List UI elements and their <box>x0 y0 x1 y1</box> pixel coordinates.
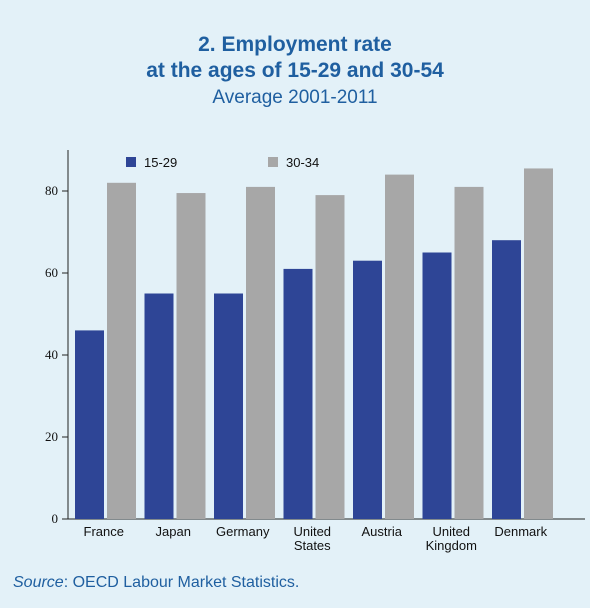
chart-title-line-1: 2. Employment rate <box>198 33 392 56</box>
x-tick-label: Denmark <box>494 524 547 539</box>
y-tick-label: 80 <box>45 183 58 198</box>
y-tick-label: 60 <box>45 265 58 280</box>
bar-15-29-austria <box>353 260 382 519</box>
y-tick-label: 40 <box>45 347 58 362</box>
source-text: : OECD Labour Market Statistics. <box>63 574 300 591</box>
x-tick-label: Japan <box>156 524 191 539</box>
bar-30-34-japan <box>176 193 206 520</box>
source-note: Source: OECD Labour Market Statistics. <box>13 574 299 592</box>
bar-15-29-japan <box>144 293 174 519</box>
bar-15-29-germany <box>214 293 243 519</box>
bar-30-34-austria <box>385 174 414 519</box>
chart-subtitle: Average 2001-2011 <box>212 87 378 108</box>
chart-title-line-2: at the ages of 15-29 and 30-54 <box>146 59 444 82</box>
bar-15-29-france <box>75 330 104 519</box>
bar-15-29-denmark <box>492 240 521 519</box>
legend-swatch-15-29 <box>126 157 136 167</box>
bar-15-29-united-states <box>283 268 313 519</box>
bar-30-34-united-states <box>315 195 345 519</box>
bar-30-34-germany <box>246 186 275 519</box>
y-tick-label: 20 <box>45 429 58 444</box>
source-label: Source <box>13 574 64 591</box>
bar-chart: 0 20 40 60 80 France Japan Germany United States A… <box>45 150 585 553</box>
x-tick-label: Austria <box>362 524 403 539</box>
legend-label-15-29: 15-29 <box>144 155 177 170</box>
x-tick-label: France <box>84 524 124 539</box>
x-tick-label: United Kingdom <box>426 524 477 553</box>
bar-30-34-united-kingdom <box>454 186 484 519</box>
legend-label-30-34: 30-34 <box>286 155 319 170</box>
y-tick-label: 0 <box>52 511 59 526</box>
x-tick-label: United States <box>293 524 331 553</box>
bar-30-34-france <box>107 182 136 520</box>
legend-swatch-30-34 <box>268 157 278 167</box>
x-tick-label: Germany <box>216 524 270 539</box>
bar-15-29-united-kingdom <box>422 252 452 519</box>
bar-30-34-denmark <box>524 168 553 519</box>
